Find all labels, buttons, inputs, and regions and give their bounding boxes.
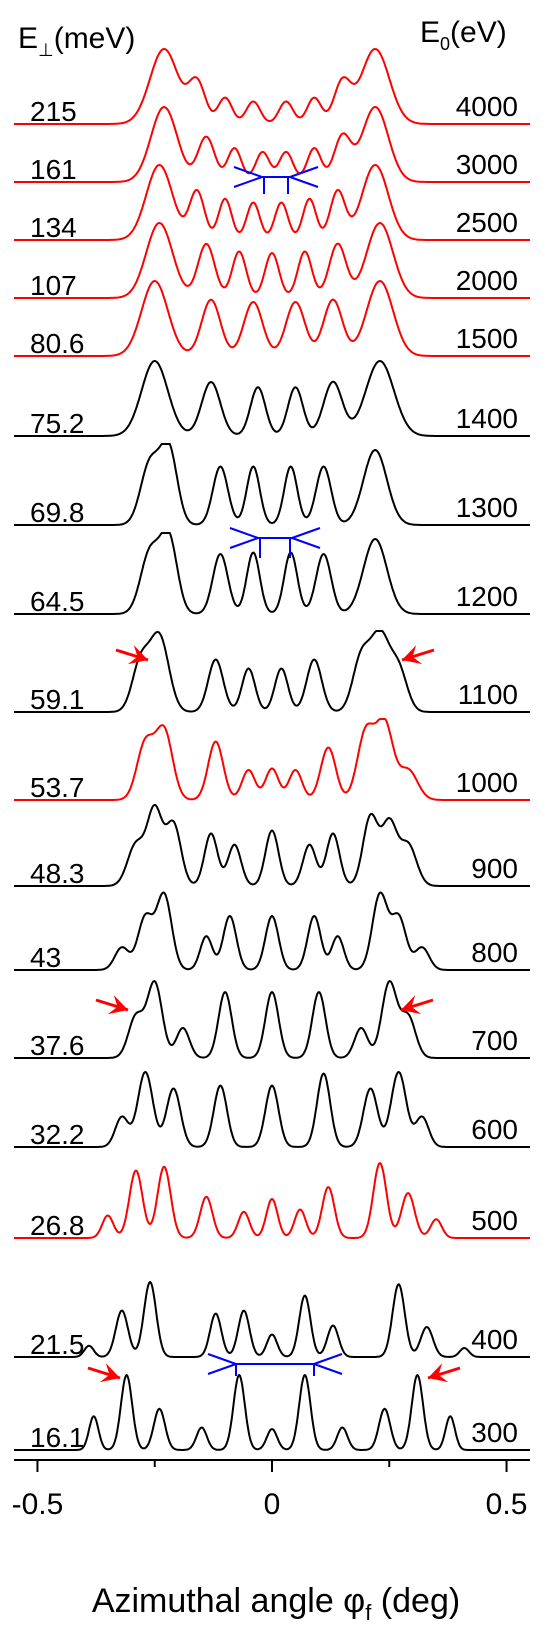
e0-label-1200: 1200	[456, 581, 518, 612]
series-line-300	[14, 1374, 530, 1451]
x-tick-label: 0.5	[486, 1488, 528, 1521]
red-arrow-left-300	[87, 1363, 121, 1383]
series-layer	[14, 48, 530, 1451]
blue-guide-1200	[229, 527, 321, 558]
series-line-1400	[14, 360, 530, 437]
e-perp-label-1400: 75.2	[30, 408, 85, 439]
e0-label-2500: 2500	[456, 207, 518, 238]
series-line-3000	[14, 106, 530, 183]
e0-label-300: 300	[471, 1417, 518, 1448]
e-perp-label-1200: 64.5	[30, 586, 85, 617]
e0-label-1100: 1100	[458, 679, 518, 710]
series-line-2000	[14, 222, 530, 299]
series-line-600	[14, 1071, 530, 1148]
series-line-1300	[14, 443, 530, 526]
e-perp-label-600: 32.2	[30, 1119, 85, 1150]
e-perp-label-800: 43	[30, 942, 61, 973]
red-arrow-right-1100	[401, 645, 435, 665]
e-perp-label-900: 48.3	[30, 858, 85, 889]
e0-label-700: 700	[471, 1025, 518, 1056]
e0-label-900: 900	[471, 853, 518, 884]
e0-label-2000: 2000	[456, 265, 518, 296]
svg-text:E0(eV): E0(eV)	[420, 16, 507, 54]
e-perp-label-300: 16.1	[30, 1422, 85, 1453]
left-header-main: E	[18, 22, 38, 55]
red-arrow-left-700	[95, 995, 129, 1015]
e-perp-label-500: 26.8	[30, 1210, 85, 1241]
series-line-1200	[14, 532, 530, 615]
x-axis-title-main: Azimuthal angle φ	[92, 1582, 365, 1620]
e0-label-1300: 1300	[456, 492, 518, 523]
right-axis-header: E0(eV)	[420, 16, 507, 54]
e0-label-1500: 1500	[456, 323, 518, 354]
x-tick-label: -0.5	[12, 1488, 64, 1521]
right-header-sub: 0	[440, 34, 450, 54]
series-line-1100	[14, 630, 530, 713]
blue-guide-300	[207, 1353, 343, 1376]
label-layer: 215 4000 161 3000 134 2500 107 2000 80.6 1500 75.2…	[30, 91, 518, 1453]
e0-label-1000: 1000	[456, 767, 518, 798]
x-axis-title-sub: f	[365, 1600, 372, 1625]
red-arrow-right-700	[400, 995, 434, 1015]
series-line-400	[14, 1281, 530, 1358]
series-line-800	[14, 891, 530, 971]
x-axis: -0.5 0 0.5	[12, 1459, 530, 1521]
right-header-unit: (eV)	[450, 16, 507, 49]
e-perp-label-700: 37.6	[30, 1030, 85, 1061]
e0-label-4000: 4000	[456, 91, 518, 122]
series-line-700	[14, 980, 530, 1059]
annotation-layer	[87, 166, 461, 1383]
e0-label-1400: 1400	[456, 403, 518, 434]
e-perp-label-400: 21.5	[30, 1329, 85, 1360]
series-line-1500	[14, 280, 530, 357]
e-perp-label-1300: 69.8	[30, 497, 85, 528]
x-axis-title-unit: (deg)	[371, 1582, 460, 1620]
red-arrow-left-1100	[115, 645, 149, 665]
right-header-main: E	[420, 16, 440, 49]
e0-label-800: 800	[471, 937, 518, 968]
e-perp-label-2000: 107	[30, 270, 77, 301]
series-line-1000	[14, 718, 530, 801]
left-header-sub: ⊥	[38, 40, 54, 60]
svg-text:Azimuthal angle φf (deg): Azimuthal angle φf (deg)	[92, 1582, 460, 1625]
e0-label-600: 600	[471, 1114, 518, 1145]
e-perp-label-3000: 161	[30, 154, 77, 185]
e-perp-label-2500: 134	[30, 212, 77, 243]
e0-label-500: 500	[471, 1205, 518, 1236]
red-arrow-right-300	[427, 1363, 461, 1383]
left-axis-header: E⊥(meV)	[18, 22, 135, 60]
series-line-900	[14, 804, 530, 887]
left-header-unit: (meV)	[54, 22, 136, 55]
x-axis-title: Azimuthal angle φf (deg)	[92, 1582, 460, 1625]
svg-text:E⊥(meV): E⊥(meV)	[18, 22, 135, 60]
e-perp-label-1000: 53.7	[30, 772, 85, 803]
e-perp-label-1500: 80.6	[30, 328, 85, 359]
series-line-4000	[14, 48, 530, 125]
e-perp-label-1100: 59.1	[30, 684, 85, 715]
series-line-2500	[14, 164, 530, 241]
series-line-500	[14, 1162, 530, 1239]
e0-label-3000: 3000	[456, 149, 518, 180]
e0-label-400: 400	[471, 1324, 518, 1355]
e-perp-label-4000: 215	[30, 96, 77, 127]
blue-guide-3000	[233, 166, 319, 194]
x-tick-label: 0	[264, 1488, 281, 1521]
